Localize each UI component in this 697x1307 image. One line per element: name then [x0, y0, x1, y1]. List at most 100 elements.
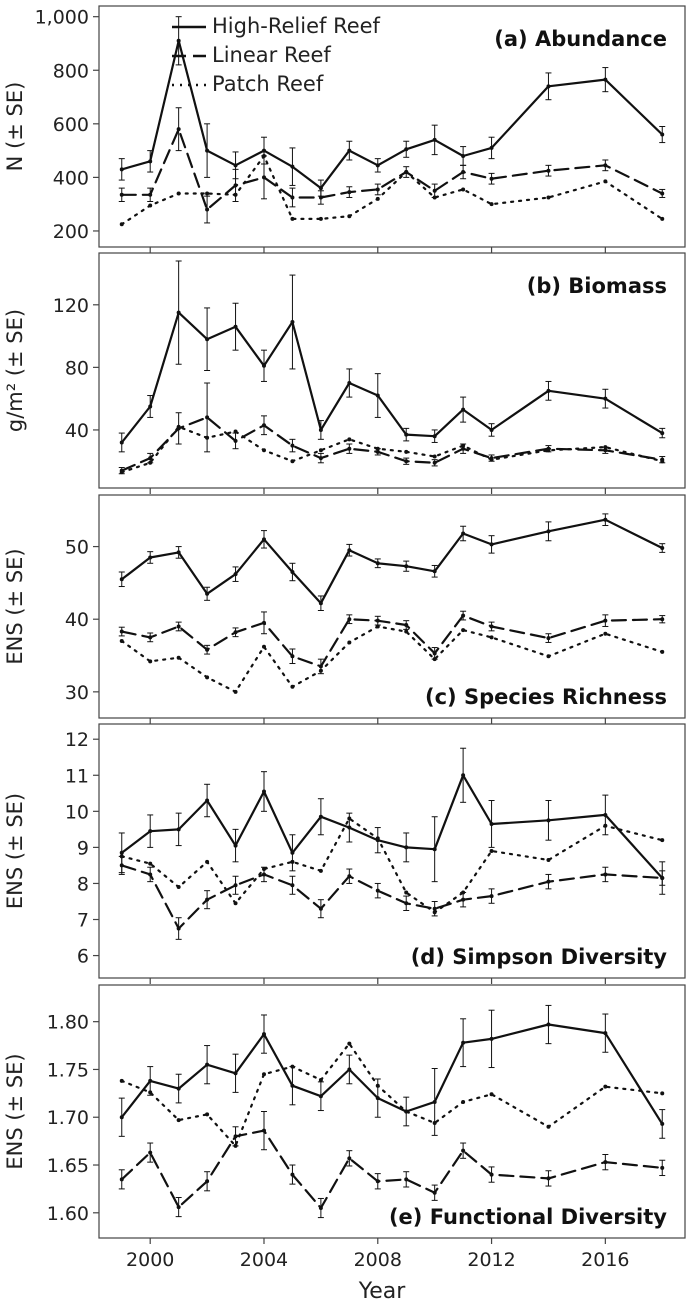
data-point — [261, 867, 266, 872]
data-point — [375, 449, 380, 454]
series-line — [120, 416, 664, 472]
data-point — [404, 1177, 409, 1182]
panel-title: (e) Functional Diversity — [389, 1205, 667, 1229]
data-point — [176, 885, 181, 890]
y-tick-label: 1.75 — [47, 1059, 89, 1081]
data-point — [347, 214, 352, 219]
y-tick-label: 11 — [65, 765, 89, 787]
x-tick-label: 2008 — [354, 1249, 402, 1271]
data-point — [176, 191, 181, 196]
panel-frame — [98, 984, 686, 1239]
data-point — [603, 179, 608, 184]
data-point — [290, 883, 295, 888]
data-point — [233, 192, 238, 197]
data-point — [375, 393, 380, 398]
data-point — [233, 163, 238, 168]
data-point — [176, 38, 181, 43]
panel-2: 40 80 120 g/m² (± SE) (b) Biomass — [3, 252, 686, 494]
panel-frame — [98, 723, 686, 979]
data-point — [375, 1179, 380, 1184]
data-point — [404, 901, 409, 906]
data-point — [546, 654, 551, 659]
data-point — [233, 901, 238, 906]
data-point — [119, 629, 124, 634]
data-point — [205, 148, 210, 153]
data-point — [660, 216, 665, 221]
data-point — [461, 628, 466, 633]
data-point — [148, 456, 153, 461]
series-line — [120, 864, 664, 930]
data-point — [404, 564, 409, 569]
data-point — [318, 427, 323, 432]
data-point — [347, 617, 352, 622]
series-line — [120, 425, 664, 474]
data-point — [205, 1112, 210, 1117]
data-point — [290, 195, 295, 200]
data-point — [432, 434, 437, 439]
data-point — [603, 517, 608, 522]
y-axis-label: ENS (± SE) — [3, 793, 27, 909]
data-point — [347, 148, 352, 153]
data-point — [261, 872, 266, 877]
data-point — [290, 1172, 295, 1177]
y-tick-label: 400 — [53, 167, 89, 189]
data-point — [375, 618, 380, 623]
data-point — [603, 77, 608, 82]
series-pr — [119, 1041, 665, 1148]
data-point — [119, 440, 124, 445]
data-point — [404, 623, 409, 628]
data-point — [233, 1134, 238, 1139]
data-point — [347, 640, 352, 645]
data-point — [489, 821, 494, 826]
data-point — [148, 1090, 153, 1095]
data-point — [347, 1156, 352, 1161]
data-point — [660, 191, 665, 196]
data-point — [432, 188, 437, 193]
data-point — [261, 789, 266, 794]
data-point — [318, 1094, 323, 1099]
data-point — [375, 1083, 380, 1088]
data-point — [318, 1206, 323, 1211]
data-point — [489, 457, 494, 462]
data-point — [205, 337, 210, 342]
data-point — [461, 170, 466, 175]
data-point — [660, 546, 665, 551]
panel-frame — [98, 5, 686, 248]
data-point — [461, 613, 466, 618]
data-point — [148, 829, 153, 834]
data-point — [233, 689, 238, 694]
x-tick-label: 2012 — [467, 1249, 515, 1271]
series-lr — [118, 1111, 666, 1219]
data-point — [318, 601, 323, 606]
y-tick-label: 10 — [65, 801, 89, 823]
y-axis-label: ENS (± SE) — [3, 548, 27, 664]
data-point — [404, 147, 409, 152]
data-point — [546, 1176, 551, 1181]
series-line — [120, 625, 664, 693]
data-point — [119, 1115, 124, 1120]
data-point — [205, 798, 210, 803]
data-point — [176, 127, 181, 132]
data-point — [119, 1177, 124, 1182]
data-point — [461, 1040, 466, 1045]
data-point — [261, 175, 266, 180]
data-point — [432, 137, 437, 142]
data-point — [290, 1064, 295, 1069]
y-tick-label: 7 — [77, 910, 89, 932]
panels: 200 400 600 800 1,000 N (± SE) (a) Abundance 40… — [3, 5, 686, 1244]
series-pr — [119, 624, 665, 694]
data-point — [375, 187, 380, 192]
data-point — [603, 872, 608, 877]
y-tick-label: 9 — [77, 837, 89, 859]
y-tick-label: 40 — [65, 420, 89, 442]
data-point — [318, 906, 323, 911]
data-point — [489, 849, 494, 853]
data-point — [205, 591, 210, 596]
data-point — [318, 814, 323, 819]
data-point — [318, 448, 323, 453]
data-point — [347, 1041, 352, 1046]
data-point — [205, 207, 210, 212]
data-point — [461, 446, 466, 451]
data-point — [119, 850, 124, 855]
data-point — [176, 550, 181, 555]
